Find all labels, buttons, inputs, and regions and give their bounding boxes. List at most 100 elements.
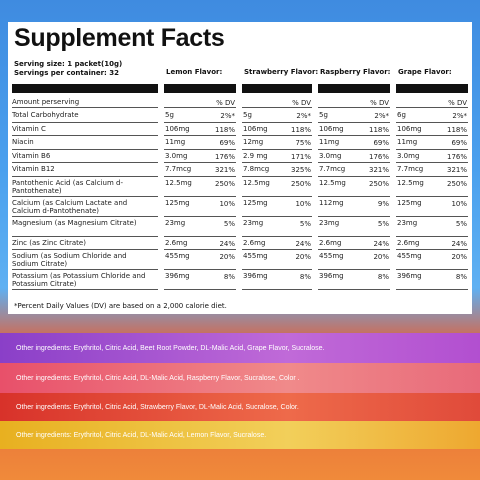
nutrient-cell: 2.6mg 24% <box>242 237 312 250</box>
daily-value: 2%* <box>374 112 389 120</box>
nutrient-cell: 396mg 8% <box>164 270 236 290</box>
daily-value: 8% <box>223 273 235 281</box>
nutrient-name: Magnesium (as Magnesium Citrate) <box>12 217 158 237</box>
amount: 2.6mg <box>243 238 266 247</box>
nutrient-cell: 396mg 8% <box>396 270 468 290</box>
amount: 2.6mg <box>397 238 420 247</box>
nutrient-cell: 455mg 20% <box>242 250 312 270</box>
daily-value: 5% <box>223 219 235 228</box>
amount: 12.5mg <box>243 178 270 187</box>
nutrient-cell: 23mg 5% <box>242 217 312 237</box>
nutrient-cell: 2.6mg 24% <box>318 237 390 250</box>
daily-value: 2%* <box>220 112 235 120</box>
nutrient-cell: 11mg 69% <box>318 136 390 150</box>
amount: 396mg <box>165 272 190 280</box>
daily-value: 250% <box>446 179 467 188</box>
nutrient-name: Niacin <box>12 136 158 150</box>
nutrient-cell: 7.7mcg 321% <box>318 163 390 177</box>
daily-value: 325% <box>290 166 311 174</box>
nutrient-cell: 106mg 118% <box>242 123 312 136</box>
nutrient-cell: 455mg 20% <box>396 250 468 270</box>
amount: 396mg <box>397 272 422 280</box>
nutrient-cell: 12.5mg 250% <box>242 177 312 197</box>
amount: 106mg <box>243 124 268 133</box>
amount: 3.0mg <box>165 151 188 160</box>
amount: 5g <box>243 111 252 119</box>
daily-value: 5% <box>377 219 389 228</box>
nutrient-name: Total Carbohydrate <box>12 109 158 123</box>
nutrient-cell: 11mg 69% <box>396 136 468 150</box>
daily-value: 75% <box>295 139 311 147</box>
divider-bar <box>164 84 236 93</box>
amount: 125mg <box>243 198 268 207</box>
daily-value: 20% <box>295 253 311 261</box>
amount: 2.9 mg <box>243 151 268 160</box>
amount: 23mg <box>165 218 186 227</box>
amount: 455mg <box>397 252 422 260</box>
dv-label: % DV <box>370 99 389 107</box>
daily-value: 69% <box>373 139 389 147</box>
amount: 12.5mg <box>319 178 346 187</box>
amount: 5g <box>319 111 328 119</box>
nutrient-cell: 125mg 10% <box>164 197 236 217</box>
daily-value: 5% <box>299 219 311 228</box>
amount: 455mg <box>319 252 344 260</box>
nutrient-cell: 2.6mg 24% <box>396 237 468 250</box>
amount: 23mg <box>243 218 264 227</box>
daily-value: 20% <box>451 253 467 261</box>
daily-value: 250% <box>368 179 389 188</box>
dv-header: % DV <box>396 95 468 108</box>
nutrient-name: Zinc (as Zinc Citrate) <box>12 237 158 250</box>
nutrient-name: Sodium (as Sodium Chloride and Sodium Ci… <box>12 250 158 270</box>
divider-bar <box>396 84 468 93</box>
amount: 23mg <box>397 218 418 227</box>
amount: 125mg <box>397 198 422 207</box>
ingredients-band: Other ingredients: Erythritol, Citric Ac… <box>0 393 480 421</box>
nutrient-cell: 455mg 20% <box>164 250 236 270</box>
amount: 12mg <box>243 138 264 146</box>
daily-value: 24% <box>219 239 235 248</box>
amount: 125mg <box>165 198 190 207</box>
flavor-header: Lemon Flavor: <box>166 68 223 76</box>
nutrient-cell: 455mg 20% <box>318 250 390 270</box>
amount: 7.7mcg <box>397 165 424 173</box>
amount: 396mg <box>243 272 268 280</box>
nutrient-cell: 396mg 8% <box>318 270 390 290</box>
flavor-header: Strawberry Flavor: <box>244 68 319 76</box>
nutrient-name: Pantothenic Acid (as Calcium d-Pantothen… <box>12 177 158 197</box>
daily-value: 8% <box>377 273 389 281</box>
nutrient-cell: 12mg 75% <box>242 136 312 150</box>
divider-bar <box>12 84 158 93</box>
daily-value: 321% <box>446 166 467 174</box>
daily-value: 9% <box>377 199 389 208</box>
nutrient-cell: 106mg 118% <box>396 123 468 136</box>
nutrient-name: Calcium (as Calcium Lactate and Calcium … <box>12 197 158 217</box>
daily-value: 20% <box>373 253 389 261</box>
flavor-header: Grape Flavor: <box>398 68 452 76</box>
daily-value: 2%* <box>452 112 467 120</box>
nutrient-cell: 5g 2%* <box>318 109 390 123</box>
nutrient-cell: 3.0mg 176% <box>318 150 390 163</box>
amount: 2.6mg <box>319 238 342 247</box>
amount: 112mg <box>319 198 344 207</box>
nutrient-cell: 23mg 5% <box>396 217 468 237</box>
daily-value: 250% <box>214 179 235 188</box>
amount: 11mg <box>319 138 340 146</box>
divider-bar <box>242 84 312 93</box>
amount: 7.8mcg <box>243 165 270 173</box>
title: Supplement Facts <box>14 24 225 52</box>
daily-value: 321% <box>368 166 389 174</box>
dv-label: % DV <box>216 99 235 107</box>
daily-value: 10% <box>295 199 311 208</box>
nutrient-cell: 23mg 5% <box>164 217 236 237</box>
nutrient-cell: 396mg 8% <box>242 270 312 290</box>
nutrient-cell: 7.7mcg 321% <box>164 163 236 177</box>
daily-value: 118% <box>290 125 311 134</box>
nutrient-cell: 7.7mcg 321% <box>396 163 468 177</box>
amount: 6g <box>397 111 406 119</box>
daily-value: 24% <box>451 239 467 248</box>
amount: 7.7mcg <box>165 165 192 173</box>
daily-value: 176% <box>446 152 467 161</box>
amount: 455mg <box>243 252 268 260</box>
